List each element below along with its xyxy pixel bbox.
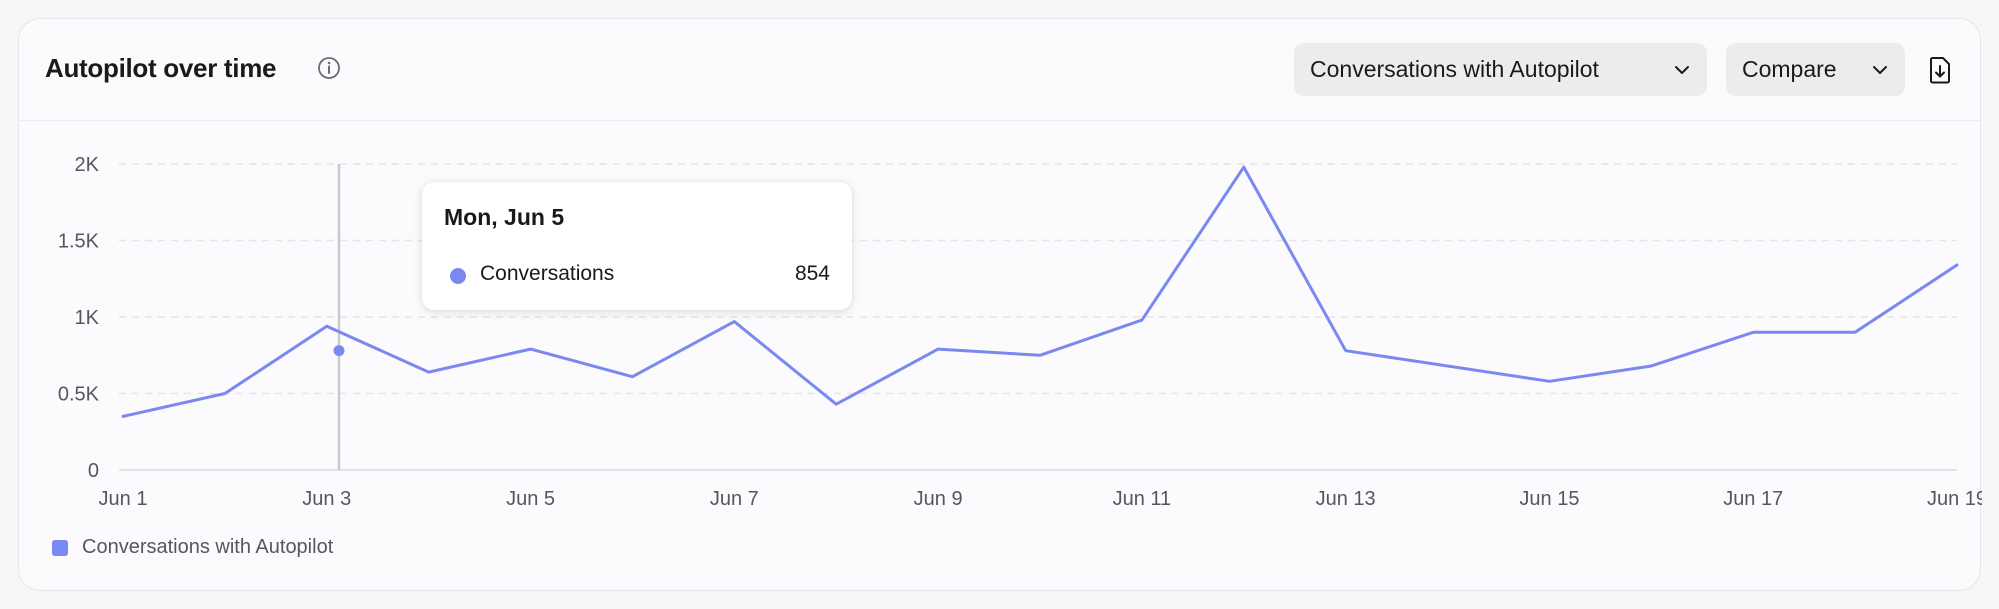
y-tick-label: 0: [88, 460, 99, 482]
hover-marker: [333, 345, 345, 357]
series-line: [121, 165, 1959, 418]
y-tick-label: 1.5K: [58, 231, 100, 253]
x-tick-label: Jun 11: [1113, 488, 1172, 510]
y-tick-label: 2K: [75, 154, 100, 176]
chevron-down-icon: [1873, 66, 1887, 74]
tooltip-series-dot: [450, 268, 466, 284]
info-icon[interactable]: [317, 56, 341, 80]
autopilot-chart-card: Autopilot over time Conversations with A…: [18, 18, 1982, 592]
x-tick-label: Jun 3: [302, 488, 351, 510]
chevron-down-icon: [1675, 66, 1689, 74]
x-tick-label: Jun 13: [1316, 488, 1376, 510]
card-title: Autopilot over time: [45, 53, 277, 83]
tooltip-series-label: Conversations: [480, 262, 615, 285]
x-tick-label: Jun 1: [99, 488, 148, 510]
metric-dropdown-label: Conversations with Autopilot: [1310, 56, 1599, 82]
y-tick-label: 1K: [75, 307, 100, 329]
x-tick-label: Jun 9: [914, 488, 963, 510]
x-tick-label: Jun 5: [506, 488, 555, 510]
chart-legend: Conversations with Autopilot: [52, 536, 333, 559]
x-tick-label: Jun 17: [1723, 488, 1783, 510]
tooltip-date: Mon, Jun 5: [444, 204, 565, 230]
line-chart[interactable]: 0 0.5K 1K 1.5K 2K Jun 1 Jun 3 Jun 5 Jun 7 Jun 9 Ju…: [19, 19, 1982, 592]
legend-label: Conversations with Autopilot: [82, 536, 334, 558]
x-tick-label: Jun 7: [710, 488, 759, 510]
compare-dropdown[interactable]: Compare: [1726, 43, 1905, 96]
download-icon[interactable]: [1927, 56, 1953, 84]
compare-dropdown-label: Compare: [1742, 56, 1837, 82]
x-tick-label: Jun 15: [1519, 488, 1579, 510]
x-tick-label: Jun 19: [1927, 488, 1982, 510]
chart-tooltip: Mon, Jun 5 Conversations 854: [422, 182, 852, 310]
tooltip-series-value: 854: [794, 262, 830, 285]
card-header: Autopilot over time Conversations with A…: [19, 19, 1980, 121]
y-tick-label: 0.5K: [58, 384, 100, 406]
legend-swatch: [52, 539, 68, 556]
metric-dropdown[interactable]: Conversations with Autopilot: [1294, 43, 1707, 96]
